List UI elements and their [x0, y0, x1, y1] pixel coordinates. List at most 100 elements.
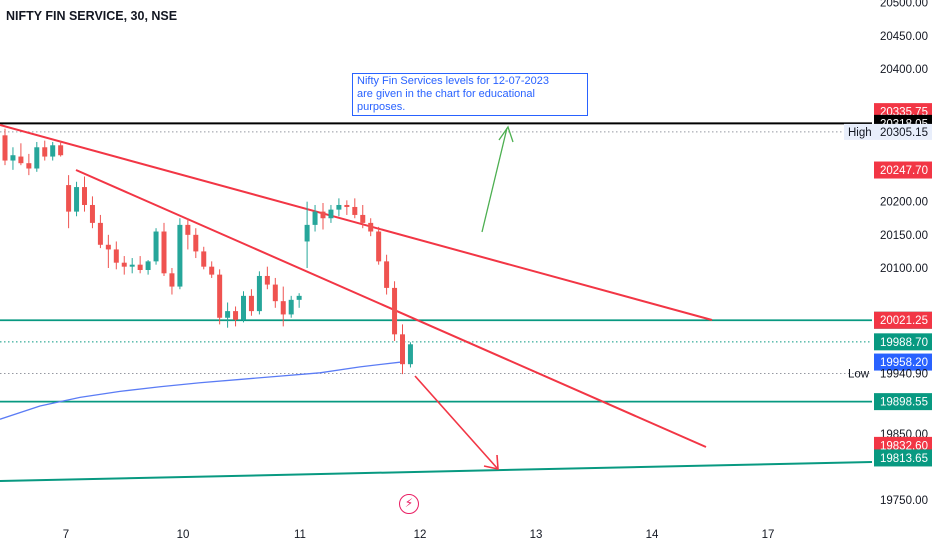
candle-body-22: [177, 224, 183, 287]
price-tag-label-11: 19813.65: [880, 453, 928, 465]
candle-body-9: [74, 187, 80, 212]
candle-body-6: [50, 145, 56, 157]
candle-body-30: [241, 295, 246, 320]
y-tick-label-2: 20400.00: [880, 64, 928, 76]
x-tick-label-5: 14: [646, 529, 659, 541]
x-tick-label-1: 10: [177, 529, 190, 541]
candle-body-36: [288, 299, 294, 315]
price-tag-bg-9: [874, 393, 932, 411]
candle-body-20: [161, 231, 167, 274]
candle-body-8: [66, 185, 72, 212]
price-tag-label-5: 20021.25: [880, 315, 928, 327]
candle-body-29: [233, 311, 239, 320]
candle-body-18: [145, 261, 151, 270]
candle-body-26: [209, 266, 215, 275]
price-tag-bg-6: [874, 333, 932, 351]
green-up-arrow: [481, 127, 508, 233]
candle-body-48: [384, 261, 390, 288]
price-tag-prefix-bg-2: [844, 123, 874, 140]
y-tick-label-1: 20450.00: [880, 31, 928, 43]
price-tag-label-3: 20247.70: [880, 165, 928, 177]
rising-support-line: [0, 461, 873, 482]
red-down-arrow: [414, 375, 498, 469]
y-tick-label-7: 19750.00: [880, 495, 928, 507]
educational-note: Nifty Fin Services levels for 12-07-2023…: [352, 73, 588, 116]
price-tag-label-9: 19898.55: [880, 397, 928, 409]
candle-body-49: [392, 287, 398, 335]
x-tick-label-2: 11: [294, 529, 306, 541]
candle-body-50: [400, 334, 405, 365]
candle-body-35: [280, 301, 286, 315]
candle-body-16: [129, 264, 135, 267]
x-tick-label-4: 13: [530, 529, 543, 541]
candle-body-41: [328, 209, 334, 219]
candle-body-4: [34, 147, 40, 169]
candle-body-33: [264, 275, 270, 285]
candle-body-46: [368, 222, 374, 232]
candle-body-24: [193, 234, 199, 252]
x-tick-label-0: 7: [63, 529, 69, 541]
candle-body-7: [58, 145, 64, 156]
y-tick-label-3: 20200.00: [880, 197, 928, 209]
candle-body-21: [169, 273, 175, 287]
moving-average-line: [0, 361, 401, 420]
candle-body-0: [2, 135, 8, 161]
candle-body-38: [304, 224, 310, 242]
candle-body-40: [320, 211, 326, 219]
candle-body-34: [272, 284, 278, 302]
candle-body-1: [10, 155, 16, 161]
candle-body-25: [201, 251, 207, 267]
price-tag-bg-11: [874, 449, 932, 467]
candle-body-19: [153, 231, 159, 262]
candle-body-27: [217, 274, 223, 318]
candle-body-10: [82, 187, 87, 205]
chart-symbol-title: NIFTY FIN SERVICE, 30, NSE: [6, 9, 178, 23]
price-tag-label-6: 19988.70: [880, 337, 928, 349]
price-axis-bg: [874, 0, 932, 520]
y-tick-label-5: 20100.00: [880, 263, 928, 275]
green-arrow-head: [498, 125, 514, 143]
price-tag-prefix-2: High: [848, 127, 872, 139]
x-tick-label-6: 17: [762, 529, 775, 541]
price-tag-label-10: 19832.60: [880, 440, 928, 452]
candle-body-45: [360, 214, 366, 223]
candle-body-17: [137, 264, 143, 270]
price-tag-bg-7: [874, 353, 932, 371]
candle-body-11: [89, 204, 95, 223]
red-arrow-head: [483, 454, 499, 471]
candle-body-43: [344, 204, 350, 207]
candle-body-13: [105, 244, 111, 250]
candle-body-15: [121, 262, 127, 267]
note-line-2: are given in the chart for educational p…: [357, 88, 535, 113]
price-tag-prefix-8: Low: [848, 369, 870, 381]
candle-body-3: [26, 163, 32, 169]
candle-body-31: [248, 295, 254, 312]
price-tag-bg-5: [874, 311, 932, 329]
price-tag-bg-2: [874, 123, 932, 140]
candle-body-51: [407, 344, 413, 365]
candle-body-37: [296, 295, 302, 300]
price-tag-label-7: 19958.20: [880, 357, 928, 369]
lower-trendline: [75, 169, 707, 448]
candle-body-23: [185, 224, 191, 235]
candle-body-42: [336, 204, 342, 210]
candle-body-2: [18, 156, 24, 164]
price-tag-bg-3: [874, 161, 932, 179]
price-tag-label-2: 20305.15: [880, 127, 928, 139]
candle-body-5: [42, 147, 48, 157]
lightning-icon[interactable]: ⚡: [399, 494, 419, 514]
note-line-1: Nifty Fin Services levels for 12-07-2023: [357, 75, 549, 87]
candle-body-44: [352, 206, 358, 215]
upper-trendline: [0, 124, 713, 321]
y-tick-label-4: 20150.00: [880, 230, 928, 242]
y-tick-label-0: 20500.00: [880, 0, 928, 10]
candle-body-47: [376, 231, 382, 262]
candle-body-28: [225, 311, 231, 318]
candle-body-14: [113, 249, 119, 263]
candle-body-12: [97, 222, 103, 245]
price-tag-label-8: 19940.90: [880, 369, 928, 381]
candle-body-32: [256, 275, 262, 312]
x-tick-label-3: 12: [414, 529, 427, 541]
candle-body-39: [312, 211, 318, 225]
